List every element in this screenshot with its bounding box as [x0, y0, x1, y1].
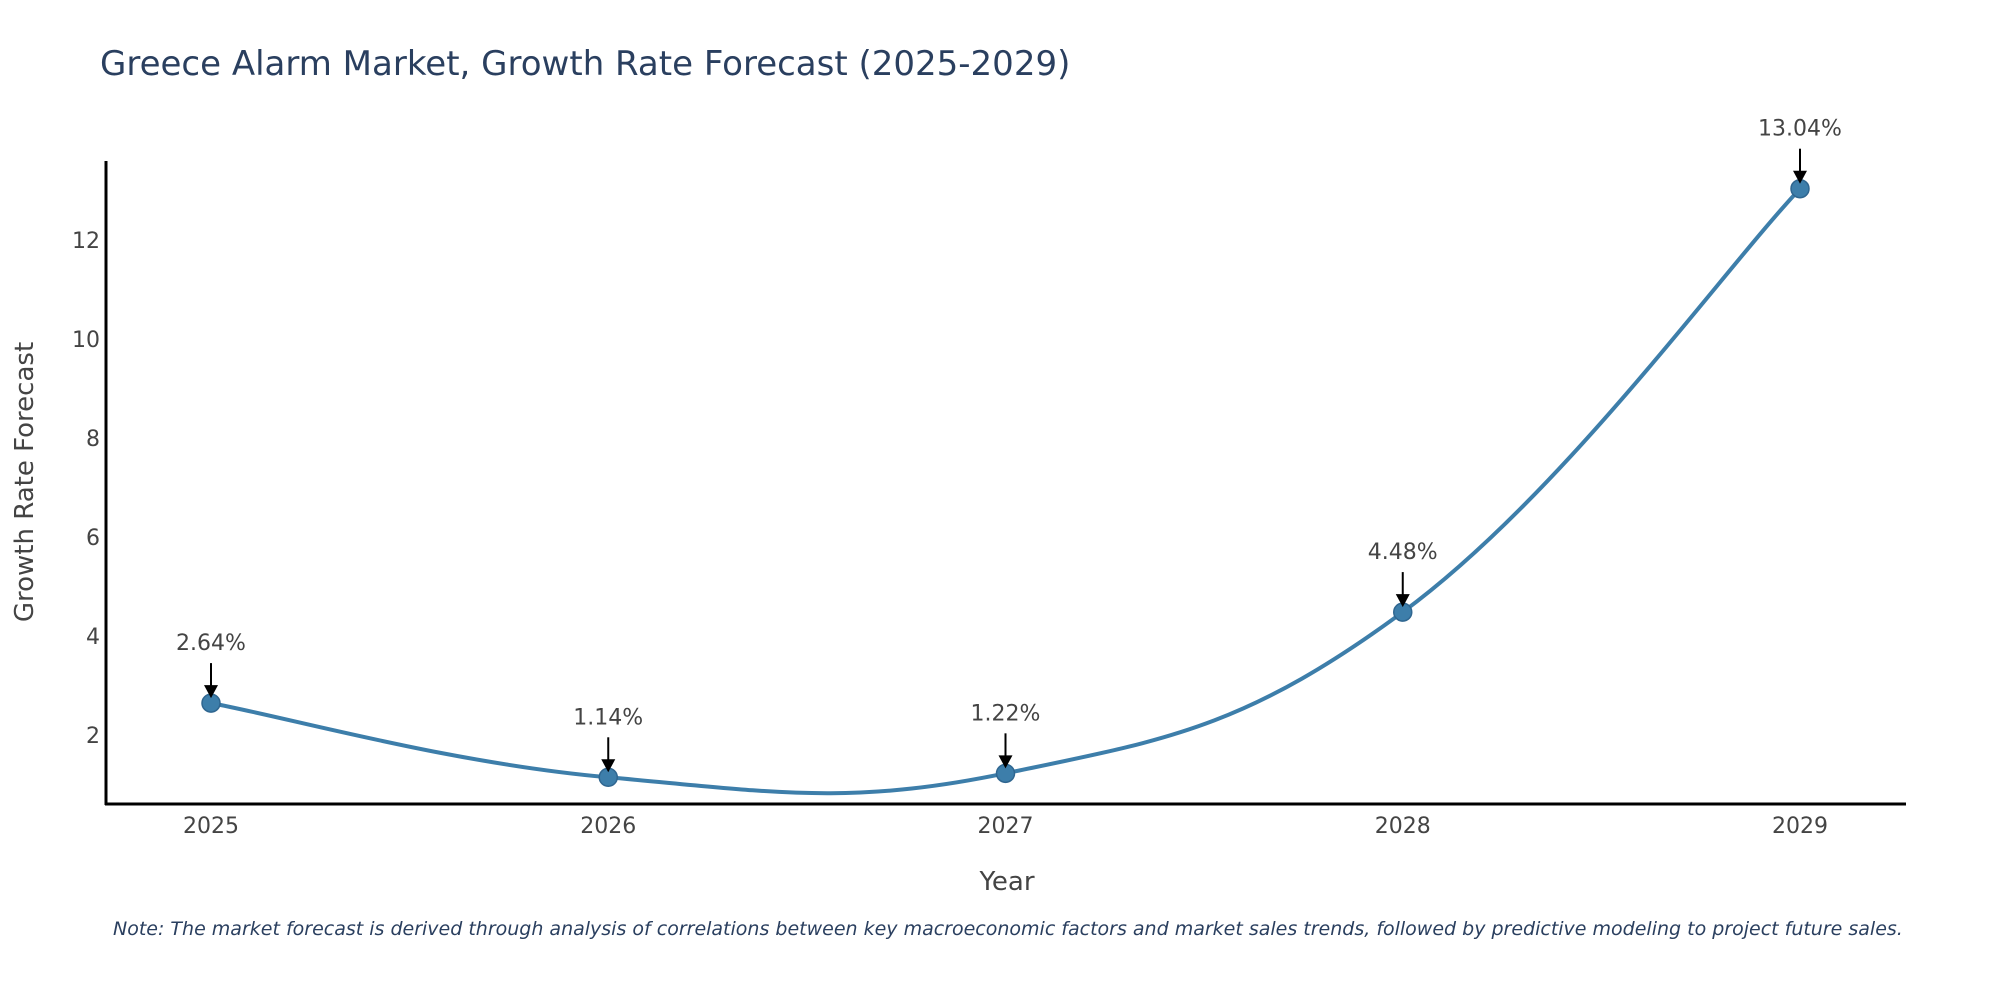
data-label: 13.04% — [1758, 117, 1842, 142]
data-label: 4.48% — [1368, 540, 1438, 565]
markers — [201, 178, 1810, 788]
data-label: 1.22% — [971, 701, 1041, 726]
y-tick-label: 6 — [86, 526, 100, 551]
y-tick-label: 2 — [86, 724, 100, 749]
x-tick-label: 2028 — [1375, 814, 1431, 839]
y-ticks: 2 4 6 8 10 12 — [72, 229, 100, 749]
annotation-arrowhead — [998, 755, 1013, 769]
series-line — [210, 187, 1802, 796]
y-tick-label: 10 — [72, 328, 100, 353]
y-axis-title: Growth Rate Forecast — [10, 342, 40, 622]
chart-note: Note: The market forecast is derived thr… — [113, 918, 1903, 940]
annotation-arrowhead — [204, 685, 218, 699]
y-tick-label: 12 — [72, 229, 100, 254]
annotation-arrowhead — [1395, 594, 1410, 608]
x-tick-label: 2029 — [1772, 814, 1828, 839]
x-tick-label: 2026 — [580, 814, 636, 839]
data-label: 2.64% — [176, 631, 246, 656]
data-label: 1.14% — [573, 705, 643, 730]
y-tick-label: 4 — [86, 625, 100, 650]
chart-title: Greece Alarm Market, Growth Rate Forecas… — [100, 44, 1071, 84]
annotation-arrowhead — [1793, 170, 1807, 184]
y-tick-label: 8 — [86, 427, 100, 452]
annotation-arrowhead — [601, 759, 616, 773]
annotations: 2.64% 1.14% 1.22% 4.48% 13.04% — [176, 117, 1842, 773]
axes — [104, 161, 1906, 806]
x-tick-label: 2027 — [978, 814, 1034, 839]
x-ticks: 2025 2026 2027 2028 2029 — [183, 814, 1828, 839]
x-axis-title: Year — [978, 867, 1034, 897]
x-tick-label: 2025 — [183, 814, 239, 839]
